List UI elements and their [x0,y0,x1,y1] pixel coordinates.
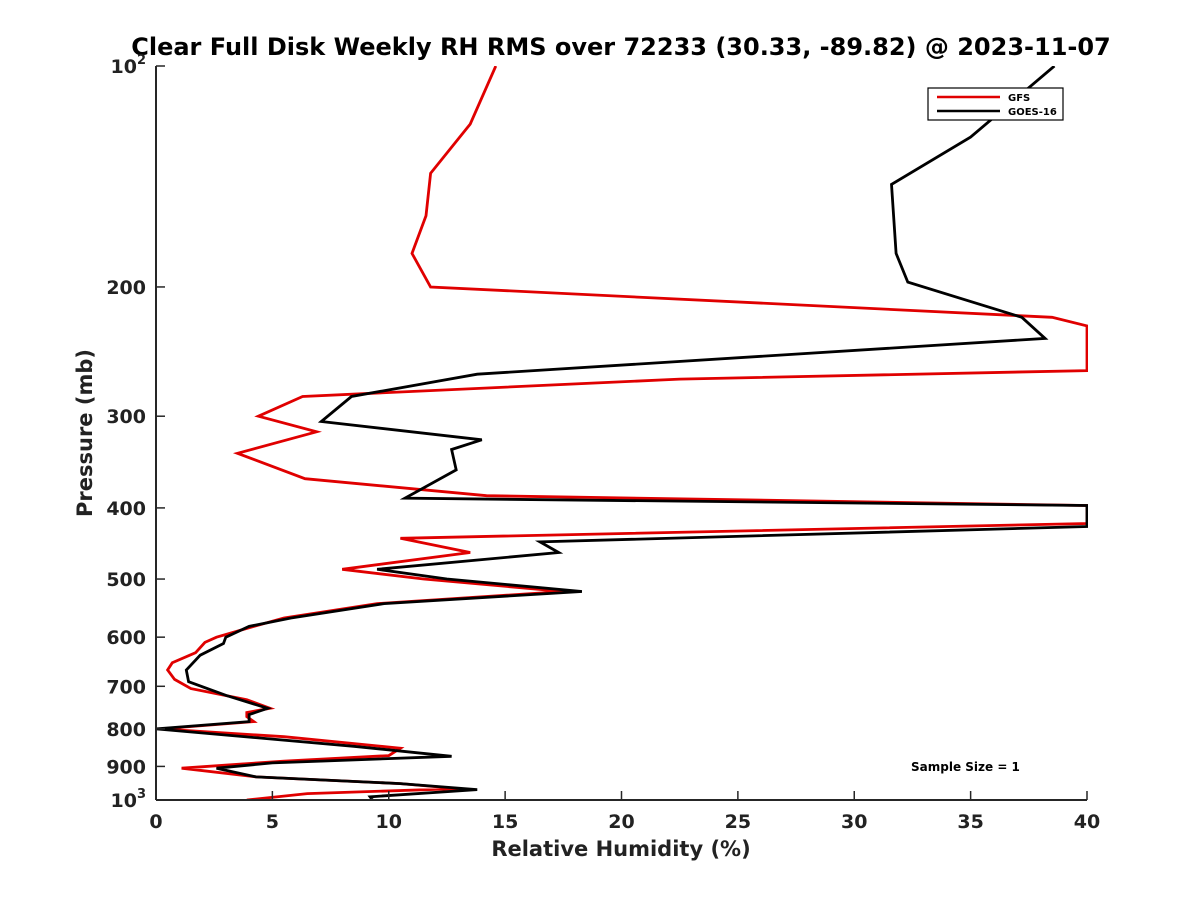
legend-box [927,87,1064,121]
y-tick-label: 102 [111,53,147,78]
y-axis-label: Pressure (mb) [73,349,97,517]
x-tick-label: 15 [492,811,518,833]
y-tick-label: 500 [106,569,146,591]
y-tick-label: 900 [106,756,146,778]
y-tick-label: 800 [106,719,146,741]
y-tick-base: 10 [111,56,137,78]
y-tick-label: 400 [106,498,146,520]
x-tick-label: 0 [149,811,162,833]
y-tick-label: 103 [111,787,147,812]
x-tick-label: 35 [957,811,983,833]
y-tick-label: 600 [106,627,146,649]
y-tick-exponent: 3 [137,787,146,802]
y-tick-label: 200 [106,277,146,299]
x-tick-label: 30 [841,811,867,833]
legend-entry: GFS [1008,93,1030,104]
y-tick-label: 700 [106,676,146,698]
x-tick-label: 5 [266,811,279,833]
legend: GFS GOES-16 [927,87,1064,121]
plot-area: 0 5 10 15 20 25 30 35 40 10220030040050060070080… [106,53,1100,833]
chart-title: Clear Full Disk Weekly RH RMS over 72233… [131,33,1111,61]
y-tick-label: 300 [106,406,146,428]
x-tick-label: 10 [376,811,402,833]
plot-background [156,66,1087,800]
series-line-goes-16 [156,66,1088,800]
x-tick-label: 20 [608,811,634,833]
y-tick-base: 10 [111,790,137,812]
x-tick-label: 40 [1074,811,1100,833]
sample-size-annotation: Sample Size = 1 [911,760,1020,774]
series-layer [156,66,1088,800]
legend-entry: GOES-16 [1008,107,1057,118]
x-tick-label: 25 [725,811,751,833]
x-axis-label: Relative Humidity (%) [491,837,750,861]
x-axis-ticks: 0 5 10 15 20 25 30 35 40 [149,791,1100,833]
y-tick-exponent: 2 [137,53,146,68]
